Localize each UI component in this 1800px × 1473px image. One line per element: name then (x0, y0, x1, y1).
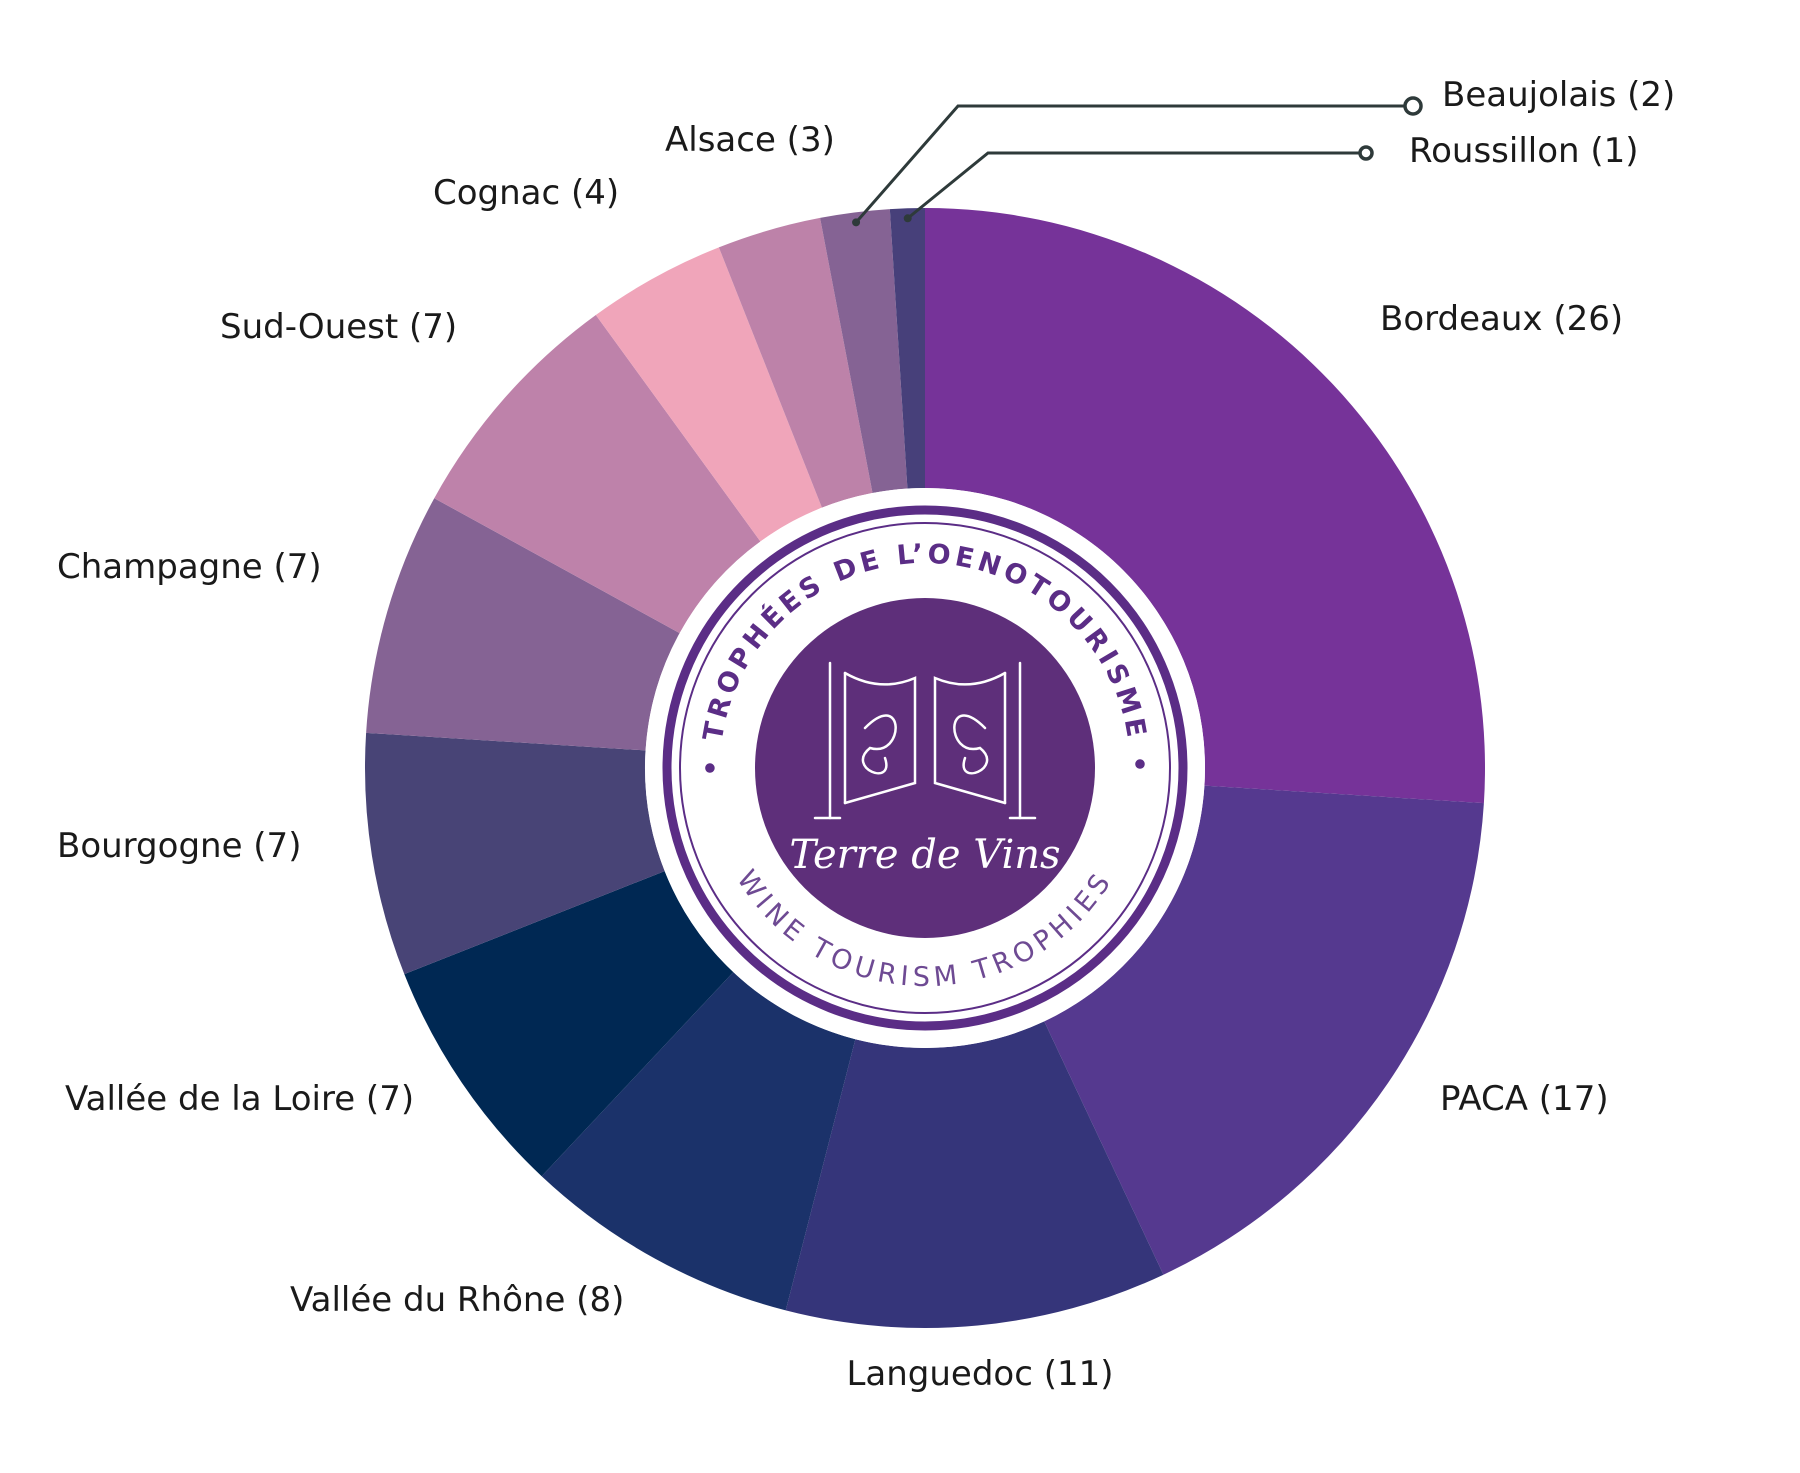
logo-center-disc (755, 598, 1095, 938)
slice-paca (1044, 785, 1484, 1275)
slice-labels: Bordeaux (26) PACA (17) Languedoc (11) Vall… (57, 75, 1675, 1394)
slice-alsace (718, 217, 873, 508)
leader-end-roussillon (1358, 145, 1374, 161)
slice-champagne (366, 498, 680, 751)
label-roussillon: Roussillon (1) (1409, 131, 1639, 171)
pie-slices (365, 208, 1485, 1328)
brand-logo-text: Terre de Vins (789, 832, 1060, 878)
slice-bordeaux (925, 208, 1485, 804)
slice-vallee-de-la-loire (404, 871, 734, 1177)
slice-languedoc (785, 1021, 1164, 1328)
slice-sud-ouest (434, 314, 761, 634)
label-bourgogne: Bourgogne (7) (57, 826, 301, 866)
slice-bourgogne (365, 732, 665, 975)
label-champagne: Champagne (7) (57, 547, 322, 587)
leader-line-roussillon (906, 151, 1366, 220)
leader-end-beaujolais (1403, 96, 1423, 116)
gate-icon (813, 661, 1037, 820)
slice-beaujolais (820, 209, 908, 493)
slice-cognac (595, 247, 822, 542)
gate-icon-stroke (843, 671, 917, 805)
leader-line-beaujolais (854, 104, 1413, 224)
label-paca: PACA (17) (1440, 1079, 1609, 1119)
gate-icon-stroke (953, 714, 989, 775)
label-cognac: Cognac (4) (433, 173, 619, 213)
label-alsace: Alsace (3) (665, 120, 835, 160)
logo-inner-ring (679, 522, 1171, 1014)
center-logo: • TROPHÉES DE L’OENOTOURISME • WINE TOUR… (645, 488, 1205, 1048)
label-vallee-du-rhone: Vallée du Rhône (8) (290, 1280, 624, 1320)
label-languedoc: Languedoc (11) (846, 1354, 1113, 1394)
label-bordeaux: Bordeaux (26) (1380, 299, 1623, 339)
label-sud-ouest: Sud-Ouest (7) (220, 307, 457, 347)
logo-outer-ring (662, 505, 1188, 1031)
leader-dot-beaujolais (852, 218, 861, 227)
label-vallee-de-la-loire: Vallée de la Loire (7) (65, 1079, 414, 1119)
label-beaujolais: Beaujolais (2) (1442, 75, 1675, 115)
slice-vallee-du-rhone (541, 972, 856, 1311)
slice-roussillon (889, 208, 925, 489)
leader-lines (852, 96, 1423, 227)
gate-icon-stroke (933, 671, 1007, 805)
leader-dot-roussillon (903, 214, 912, 223)
gate-icon-stroke (861, 714, 897, 775)
